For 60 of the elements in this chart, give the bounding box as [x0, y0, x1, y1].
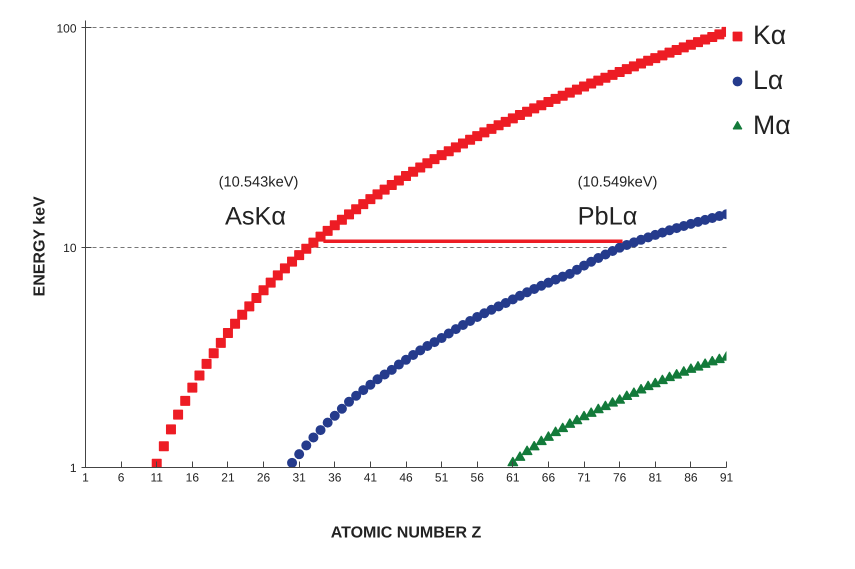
- point: [650, 378, 661, 388]
- point: [664, 371, 676, 382]
- x-tick-label: 1: [82, 470, 90, 484]
- point: [578, 410, 590, 420]
- point: [522, 445, 533, 456]
- x-axis-title: ATOMIC NUMBER Z: [330, 524, 482, 542]
- annotation: AsKα: [224, 202, 286, 230]
- annotation: (10.543keV): [218, 174, 298, 190]
- point: [621, 390, 632, 400]
- point: [564, 418, 576, 428]
- annotation: (10.549keV): [578, 174, 658, 190]
- x-tick-label: 51: [434, 470, 449, 484]
- x-tick-label: 6: [118, 470, 125, 484]
- x-tick-label: 26: [256, 470, 271, 484]
- point: [536, 435, 547, 446]
- y-axis-title: ENERGY keV: [31, 196, 48, 296]
- point: [692, 360, 704, 371]
- point: [656, 374, 668, 384]
- point: [678, 366, 690, 376]
- legend-label: Lα: [753, 65, 784, 96]
- point: [685, 363, 696, 373]
- x-tick-label: 81: [648, 470, 662, 484]
- point: [636, 384, 647, 394]
- point: [542, 431, 554, 441]
- x-tick-label: 66: [542, 470, 556, 484]
- x-tick-label: 61: [506, 470, 520, 484]
- x-tick-label: 56: [470, 470, 484, 484]
- point: [628, 387, 640, 397]
- x-tick-label: 71: [577, 470, 592, 484]
- legend-label: Mα: [753, 110, 791, 141]
- x-tick-label: 16: [186, 470, 200, 484]
- point: [614, 394, 626, 404]
- x-tick-label: 36: [328, 470, 342, 484]
- point: [557, 422, 568, 432]
- point: [600, 400, 611, 410]
- x-tick-label: 76: [612, 470, 627, 484]
- point: [592, 404, 604, 414]
- point: [607, 396, 618, 407]
- x-tick-label: 31: [292, 470, 306, 484]
- point: [528, 440, 540, 450]
- point: [642, 380, 654, 390]
- point: [571, 414, 582, 424]
- x-tick-label: 21: [221, 470, 235, 484]
- legend-label: Kα: [753, 20, 786, 51]
- point: [714, 354, 725, 364]
- x-tick-label: 46: [399, 470, 413, 484]
- x-tick-label: 86: [684, 470, 698, 484]
- point: [671, 368, 682, 379]
- point: [514, 451, 526, 461]
- x-tick-label: 41: [364, 470, 378, 484]
- x-tick-label: 11: [150, 470, 164, 484]
- annotation: PbLα: [578, 202, 638, 230]
- point: [706, 356, 718, 366]
- y-tick-label: 1: [70, 461, 77, 475]
- y-tick-label: 10: [63, 241, 77, 256]
- point: [700, 358, 711, 368]
- y-tick-label: 100: [56, 21, 77, 36]
- point: [586, 407, 597, 417]
- point: [550, 426, 562, 436]
- x-tick-label: 91: [720, 470, 734, 484]
